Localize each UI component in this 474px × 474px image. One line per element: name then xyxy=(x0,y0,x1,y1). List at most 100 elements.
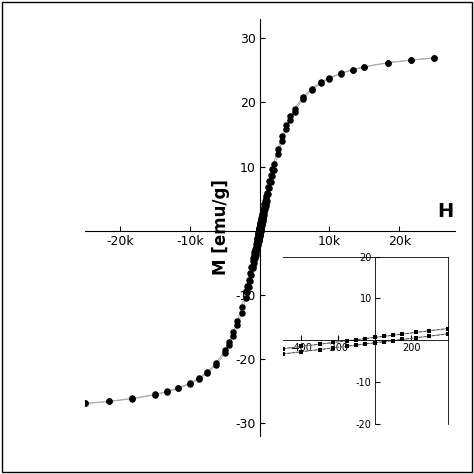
Point xyxy=(257,218,264,226)
Point xyxy=(253,237,261,245)
Point xyxy=(278,132,286,140)
Point xyxy=(270,166,277,174)
Point xyxy=(267,171,274,179)
Point xyxy=(255,224,263,232)
Point xyxy=(256,223,264,231)
Point xyxy=(255,229,262,237)
Point xyxy=(254,231,262,239)
Point xyxy=(259,209,266,216)
Point xyxy=(204,369,211,377)
Point xyxy=(251,246,259,253)
Point xyxy=(256,231,264,239)
Point xyxy=(242,294,249,301)
Point xyxy=(225,338,233,346)
Point xyxy=(257,218,264,225)
Point xyxy=(287,112,294,120)
Point xyxy=(253,248,260,255)
Point xyxy=(221,346,228,354)
Point xyxy=(255,228,263,236)
Point xyxy=(261,197,269,205)
Point xyxy=(256,221,264,228)
Point xyxy=(263,197,271,205)
Point xyxy=(174,384,182,392)
Point xyxy=(256,230,264,238)
Point xyxy=(259,217,266,224)
Point xyxy=(186,379,194,387)
Point xyxy=(255,228,263,235)
Point xyxy=(255,234,263,241)
Point xyxy=(256,223,264,230)
Point xyxy=(255,233,263,241)
Point xyxy=(257,224,265,232)
Point xyxy=(255,227,263,234)
Point xyxy=(249,254,257,262)
Point xyxy=(317,80,325,87)
Point xyxy=(256,230,264,237)
Point xyxy=(254,239,262,247)
Point xyxy=(430,54,438,62)
Point xyxy=(257,225,264,233)
Point xyxy=(234,317,241,324)
Point xyxy=(384,59,392,67)
Point xyxy=(128,395,136,402)
Point xyxy=(212,361,220,368)
Point xyxy=(255,234,263,241)
Point xyxy=(163,388,171,396)
Point xyxy=(252,251,259,258)
Point xyxy=(256,231,264,238)
Point xyxy=(308,86,316,94)
Point xyxy=(255,236,263,244)
Point xyxy=(384,59,392,66)
Point xyxy=(361,63,368,71)
Point xyxy=(105,398,112,405)
Point xyxy=(257,217,265,224)
Point xyxy=(291,105,299,113)
Point xyxy=(291,108,299,115)
Point xyxy=(259,214,267,221)
Point xyxy=(151,391,159,398)
Point xyxy=(261,200,268,208)
Point xyxy=(283,126,290,133)
Point xyxy=(195,374,202,382)
Point xyxy=(268,165,276,173)
Point xyxy=(256,228,264,235)
Point xyxy=(254,241,262,248)
Point xyxy=(255,230,262,237)
Point xyxy=(361,64,368,71)
Point xyxy=(255,237,262,245)
Point xyxy=(245,283,252,291)
Point xyxy=(256,224,264,231)
Point xyxy=(225,341,233,349)
Point xyxy=(256,221,264,229)
Point xyxy=(250,259,258,267)
Point xyxy=(256,229,264,237)
Point xyxy=(255,237,263,244)
Point xyxy=(258,210,266,218)
Point xyxy=(255,226,263,233)
Point xyxy=(337,70,345,77)
Point xyxy=(257,216,265,224)
Point xyxy=(256,219,264,227)
Point xyxy=(151,391,159,399)
Point xyxy=(82,400,89,407)
Point xyxy=(258,219,266,226)
Point xyxy=(255,235,263,243)
Point xyxy=(255,226,263,234)
Point xyxy=(262,192,270,200)
Point xyxy=(257,214,265,222)
Point xyxy=(251,256,258,264)
Point xyxy=(255,229,262,237)
Point xyxy=(261,208,268,216)
Point xyxy=(268,172,276,180)
Point xyxy=(253,236,261,243)
Point xyxy=(287,116,294,123)
Point xyxy=(256,228,264,236)
Point xyxy=(105,398,112,405)
Point xyxy=(221,349,228,356)
Point xyxy=(266,184,273,192)
Point xyxy=(253,244,261,251)
Point xyxy=(300,95,307,103)
Point xyxy=(274,145,282,153)
Point xyxy=(267,178,274,186)
Point xyxy=(255,233,263,240)
